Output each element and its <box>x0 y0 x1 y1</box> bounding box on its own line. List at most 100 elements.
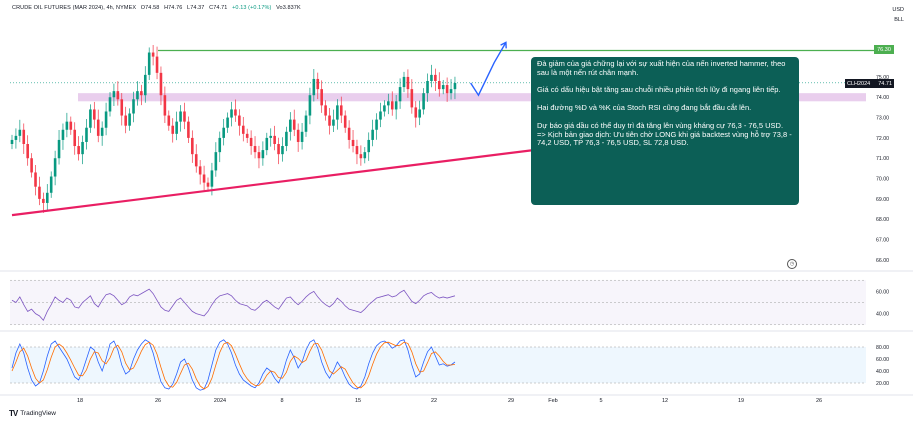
candle <box>414 101 418 128</box>
stoch-tick-label: 20.00 <box>876 381 889 387</box>
candle-body <box>140 91 143 96</box>
note-paragraph-3: Hai đường %D và %K của Stoch RSI cũng đa… <box>537 103 752 113</box>
candle-body <box>343 115 347 128</box>
tradingview-mark-icon: TV <box>9 409 18 418</box>
candle-body <box>81 141 84 155</box>
candle <box>120 92 124 126</box>
candle <box>18 119 22 143</box>
candle-body <box>57 139 61 159</box>
candle-body <box>320 89 323 106</box>
candle-body <box>155 56 159 73</box>
candle-body <box>383 105 386 112</box>
candle-body <box>222 127 225 138</box>
note-paragraph-5: => Kịch bản giao dịch: Ưu tiên chờ LONG … <box>537 129 792 148</box>
currency-label: USD <box>892 7 904 13</box>
price-tick-label: 68.00 <box>876 217 889 223</box>
candle-body <box>453 83 457 90</box>
rsi-line <box>11 288 456 322</box>
candle-body <box>332 119 335 126</box>
candle-body <box>175 121 178 134</box>
candle <box>81 135 84 165</box>
candle-body <box>434 74 437 81</box>
candle <box>422 88 425 115</box>
candle <box>53 150 57 186</box>
candle <box>222 118 225 146</box>
candle-body <box>159 72 163 96</box>
candle <box>89 104 92 133</box>
candle-body <box>191 137 194 155</box>
candle-body <box>22 129 26 144</box>
candle-body <box>226 117 229 128</box>
price-tick-label: 67.00 <box>876 238 889 244</box>
candle <box>437 72 441 97</box>
candle-body <box>308 95 312 116</box>
candle-body <box>30 158 33 173</box>
candle-body <box>18 129 22 136</box>
note-paragraph-4: Dự báo giá dầu có thể duy trì đà tăng lê… <box>537 120 784 130</box>
candle-body <box>89 109 92 128</box>
candle <box>45 184 49 211</box>
candle <box>175 111 178 141</box>
candle <box>10 134 14 150</box>
timezone-clock-icon[interactable]: ◷ <box>787 259 797 269</box>
candle-body <box>328 115 331 126</box>
candle-body <box>445 85 449 94</box>
candle-body <box>312 78 316 96</box>
candle <box>434 68 437 91</box>
candle <box>73 122 77 155</box>
candle <box>367 132 371 161</box>
candle <box>308 87 312 125</box>
candle-body <box>359 154 363 159</box>
candle-body <box>394 101 398 110</box>
candle <box>159 66 163 106</box>
candle-body <box>163 95 167 116</box>
support-zone <box>78 93 866 102</box>
candle-body <box>202 174 206 183</box>
candle <box>112 83 116 106</box>
candle-body <box>85 127 88 142</box>
tradingview-logo: TV TradingView <box>9 409 56 418</box>
time-tick-label: 5 <box>599 398 602 404</box>
time-tick-label: 15 <box>355 398 361 404</box>
candle <box>375 113 378 140</box>
time-tick-label: 2024 <box>214 398 226 404</box>
candle-body <box>45 192 49 203</box>
candle <box>34 164 37 196</box>
candle-body <box>390 101 394 110</box>
candle-body <box>261 150 265 159</box>
candle-body <box>402 76 406 88</box>
note-paragraph-2: Giá có dấu hiệu bật tăng sau chuỗi nhiều… <box>537 85 781 95</box>
candle <box>140 84 143 106</box>
candle-body <box>253 146 257 153</box>
candle <box>108 92 112 117</box>
candle <box>449 79 453 100</box>
candle <box>343 110 347 133</box>
candle-body <box>14 135 18 140</box>
candle-body <box>351 139 355 147</box>
candle <box>359 145 363 166</box>
candle <box>410 79 414 114</box>
rsi-tick-label: 60.00 <box>876 289 889 295</box>
price-tick-label: 75.00 <box>876 75 889 81</box>
candle <box>179 105 182 132</box>
candle <box>300 123 304 150</box>
symbol-header: CRUDE OIL FUTURES (MAR 2024), 4h, NYMEX … <box>12 5 304 11</box>
candle <box>328 108 331 135</box>
candle <box>383 100 386 117</box>
last-price-tag: CLH2024 74.71 <box>845 79 894 88</box>
candle-body <box>136 91 139 100</box>
candle <box>65 112 69 138</box>
time-tick-label: 12 <box>662 398 668 404</box>
candle-body <box>449 89 453 94</box>
candle <box>339 96 343 124</box>
candle <box>453 76 457 100</box>
candle <box>347 120 351 149</box>
candle <box>289 112 292 141</box>
candle <box>296 123 300 152</box>
candle-body <box>194 154 198 167</box>
candle-body <box>292 119 296 130</box>
candle <box>143 66 147 103</box>
candle-body <box>238 115 241 126</box>
candle-body <box>214 152 218 171</box>
